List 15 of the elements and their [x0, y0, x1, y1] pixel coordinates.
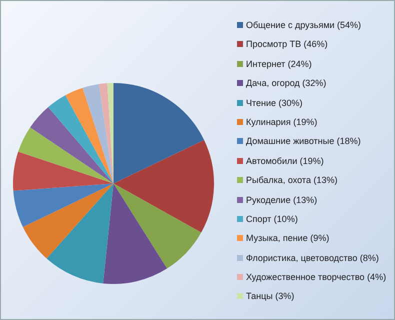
legend-label: Домашние животные (18%)	[245, 135, 362, 148]
legend-label: Дача, огород (32%)	[245, 77, 328, 90]
legend-label: Просмотр ТВ (46%)	[245, 38, 329, 52]
legend-label: Рыбалка, охота (13%)	[245, 174, 338, 188]
legend-label: Рукоделие (13%)	[245, 194, 318, 207]
legend-label: Кулинария (19%)	[245, 116, 318, 129]
legend-label: Чтение (30%)	[245, 96, 304, 110]
legend-label: Флористика, цветоводство (8%)	[245, 252, 380, 265]
legend-label: Общение с друзьями (54%)	[245, 19, 362, 32]
legend-label: Танцы (3%)	[245, 290, 296, 304]
legend-label: Музыка, пение (9%)	[245, 232, 330, 246]
legend-label: Спорт (10%)	[245, 212, 299, 226]
legend-label: Художественное творчество (4%)	[245, 271, 386, 284]
legend-label: Автомобили (19%)	[245, 154, 325, 168]
legend-label: Интернет (24%)	[245, 58, 313, 71]
